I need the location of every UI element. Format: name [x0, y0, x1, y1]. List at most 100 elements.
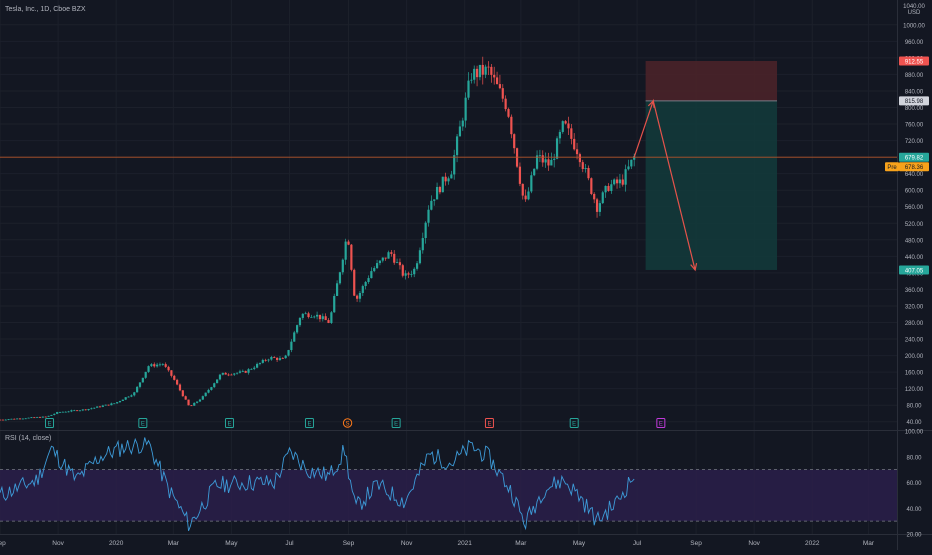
candle-body [198, 399, 202, 402]
candle-body [141, 377, 144, 383]
pre-market-tag-bg [885, 162, 899, 172]
candle-body [10, 418, 13, 420]
stop-price-label: 912.55 [905, 59, 924, 65]
price-tick-label: 1000.00 [903, 23, 925, 29]
candle-body [107, 404, 110, 406]
candle-body [430, 200, 433, 210]
candle-body [50, 414, 53, 416]
candle-body [1, 419, 4, 421]
price-tick-label: 440.00 [905, 255, 924, 261]
candle-body [378, 260, 382, 264]
candle-body [581, 162, 584, 169]
price-tick-label: 600.00 [905, 189, 924, 195]
price-tick-label: 960.00 [905, 40, 924, 46]
price-tick-label: 760.00 [905, 123, 924, 129]
candle-body [461, 120, 464, 127]
candle-body [524, 195, 527, 200]
candle-body [541, 155, 544, 163]
candle-body [327, 320, 330, 323]
candle-body [156, 364, 159, 367]
candle-body [293, 332, 296, 342]
candle-body [227, 374, 230, 376]
price-tick-label: 720.00 [905, 139, 924, 145]
candle-body [173, 375, 176, 380]
time-axis[interactable]: Sep Nov 2020 Mar May Jul Sep Nov 2021 Mar May Jul Se… [0, 540, 875, 547]
candle-body [530, 175, 533, 192]
candle-body [370, 271, 373, 279]
candles [0, 56, 636, 421]
split-marker [342, 418, 353, 428]
entry-price-label-bg [899, 96, 929, 106]
candle-body [4, 419, 7, 421]
candle-body [295, 325, 299, 333]
time-tick-label: 2020 [109, 540, 124, 547]
candle-body [138, 382, 142, 387]
candle-body [101, 405, 104, 407]
candle-body [61, 411, 64, 413]
event-marker-letter: E [394, 421, 398, 427]
take-profit-zone [645, 100, 778, 270]
candle-body [58, 412, 62, 413]
price-tick-label: 280.00 [905, 321, 924, 327]
earnings-marker [656, 418, 666, 428]
pre-market-price-bg [899, 162, 929, 172]
candle-body [350, 244, 353, 270]
price-tick-label: 840.00 [905, 89, 924, 95]
candle-body [147, 366, 150, 372]
rsi-tick-label: 60.00 [906, 481, 922, 487]
candle-body [427, 209, 430, 223]
earnings-marker [138, 418, 148, 428]
event-marker-letter: S [346, 421, 350, 427]
current-price-label-bg [899, 152, 929, 162]
candle-body [453, 155, 456, 175]
candle-body [310, 317, 313, 318]
candle-body [533, 168, 536, 176]
candle-body [418, 250, 422, 264]
candle-body [53, 413, 56, 415]
candle-body [570, 128, 573, 139]
rsi-axis[interactable]: 20.00 40.00 60.00 80.00 100.00 [905, 430, 924, 539]
candle-body [498, 84, 502, 89]
time-tick-label: Mar [168, 540, 180, 547]
event-marker-letter: E [48, 421, 52, 427]
candle-body [236, 372, 239, 374]
candle-body [153, 364, 156, 367]
candle-body [555, 138, 559, 159]
candle-body [358, 292, 362, 299]
candle-body [518, 166, 522, 184]
candle-body [444, 176, 447, 182]
candle-body [304, 313, 307, 315]
candle-body [421, 238, 424, 251]
candle-body [544, 159, 547, 163]
candle-body [473, 68, 476, 80]
projection-arrows[interactable] [633, 98, 698, 272]
candle-body [475, 68, 479, 78]
candle-body [118, 400, 122, 403]
candle-body [344, 241, 347, 260]
time-tick-label: Nov [401, 540, 413, 547]
candle-body [550, 159, 553, 166]
candle-body [447, 178, 450, 182]
candle-body [124, 397, 127, 400]
rsi-tick-label: 20.00 [906, 533, 922, 539]
candle-body [490, 66, 493, 75]
candle-body [478, 64, 482, 78]
candle-body [395, 262, 399, 264]
time-tick-label: Mar [863, 540, 875, 547]
candle-body [27, 417, 30, 419]
trade-zones[interactable] [645, 60, 778, 270]
candle-body [33, 417, 36, 419]
candle-body [70, 410, 73, 412]
currency-label: USD [908, 10, 921, 16]
candle-body [238, 371, 242, 373]
candle-body [621, 179, 624, 185]
pre-market-tag: Pre [887, 165, 897, 171]
candle-body [136, 386, 139, 393]
price-tick-label: 240.00 [905, 338, 924, 344]
candle-body [21, 418, 24, 420]
candle-body [298, 317, 302, 326]
